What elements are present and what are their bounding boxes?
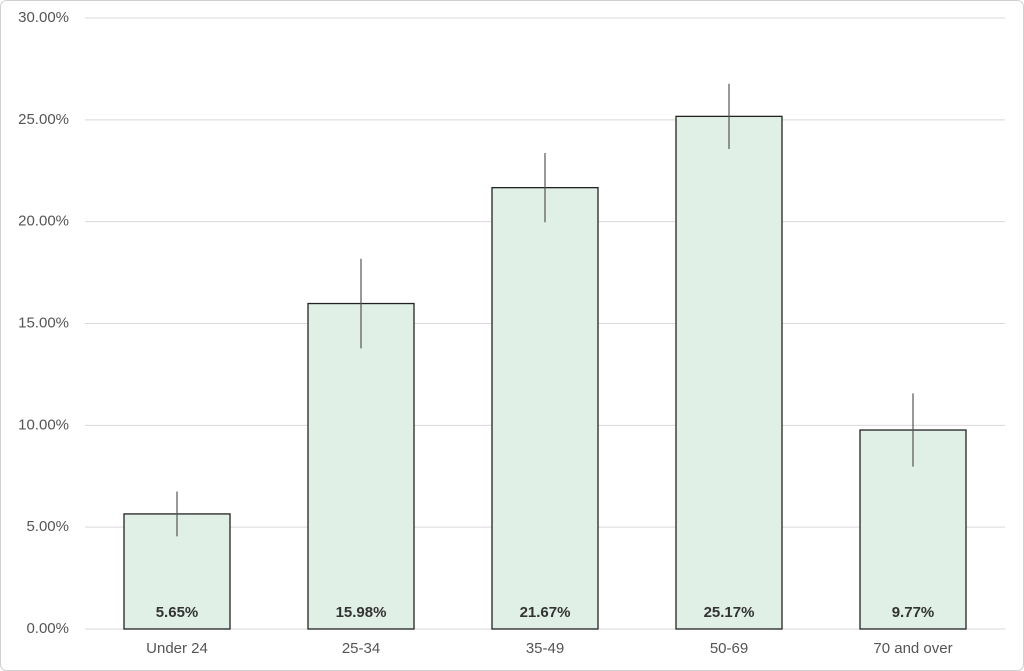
x-tick-label: Under 24 (146, 640, 208, 657)
value-label: 21.67% (520, 604, 571, 621)
value-label: 9.77% (892, 604, 935, 621)
x-tick-label: 35-49 (526, 640, 564, 657)
bar (675, 115, 783, 630)
value-label: 15.98% (336, 604, 387, 621)
y-tick-label: 25.00% (18, 111, 69, 128)
bar (491, 187, 599, 630)
x-tick-label: 70 and over (873, 640, 952, 657)
x-tick-label: 50-69 (710, 640, 748, 657)
y-tick-label: 30.00% (18, 9, 69, 26)
y-tick-label: 20.00% (18, 213, 69, 230)
y-tick-label: 15.00% (18, 314, 69, 331)
y-tick-label: 5.00% (26, 518, 69, 535)
y-tick-label: 0.00% (26, 620, 69, 637)
value-label: 5.65% (156, 604, 199, 621)
y-tick-label: 10.00% (18, 416, 69, 433)
x-tick-label: 25-34 (342, 640, 380, 657)
bar (307, 302, 415, 630)
value-label: 25.17% (704, 604, 755, 621)
